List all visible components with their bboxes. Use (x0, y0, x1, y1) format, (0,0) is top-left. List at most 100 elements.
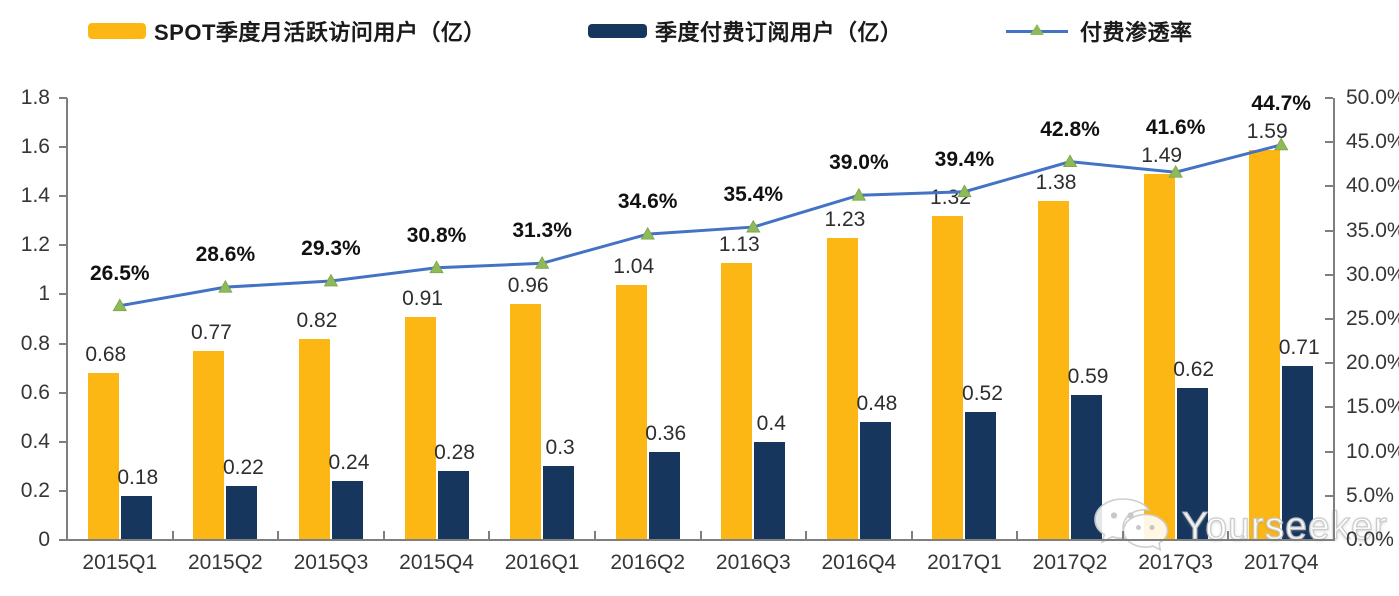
y-axis-right-tick-label: 30.0% (1346, 262, 1399, 286)
bar-mau (87, 373, 119, 540)
bar-label-subscribers: 0.59 (1067, 365, 1109, 389)
penetration-point-label: 42.8% (1040, 117, 1100, 141)
bar-label-subscribers: 0.28 (434, 441, 475, 465)
bar-subscribers (859, 422, 891, 540)
x-axis-tick (488, 531, 491, 539)
bar-mau (1143, 174, 1175, 540)
y-axis-left-tick (59, 195, 67, 198)
y-axis-right-tick-label: 35.0% (1346, 218, 1399, 242)
penetration-point-label: 28.6% (195, 243, 256, 267)
y-axis-right-tick (1325, 273, 1333, 276)
x-axis-tick (382, 531, 385, 539)
penetration-marker-icon (429, 260, 444, 274)
penetration-line (119, 143, 1282, 308)
penetration-legend-line-icon (1006, 24, 1068, 38)
x-axis-category-label: 2016Q2 (610, 551, 686, 574)
bar-label-mau: 0.96 (507, 274, 549, 298)
penetration-point-label: 31.3% (512, 219, 572, 243)
x-axis-tick (1227, 531, 1230, 539)
y-axis-left (66, 98, 68, 540)
mau-legend-label: SPOT季度月活跃访问用户（亿） (154, 20, 486, 45)
y-axis-right-tick (1325, 229, 1333, 232)
y-axis-right-tick-label: 50.0% (1346, 86, 1399, 109)
y-axis-left-tick (59, 342, 67, 345)
penetration-point-label: 41.6% (1145, 116, 1206, 140)
y-axis-right-tick (1325, 97, 1333, 99)
bar-label-mau: 1.13 (718, 232, 760, 256)
y-axis-left-tick-label: 0.6 (20, 380, 50, 404)
bar-subscribers (754, 441, 786, 540)
y-axis-left-tick (59, 391, 67, 394)
bar-label-subscribers: 0.62 (1173, 357, 1215, 381)
x-axis (66, 539, 1335, 541)
x-axis-category-label: 2016Q1 (504, 551, 580, 574)
bar-label-mau: 1.49 (1141, 144, 1183, 168)
penetration-point-label: 35.4% (723, 183, 784, 207)
penetration-legend-marker-icon (1030, 24, 1044, 35)
y-axis-left-tick (59, 539, 67, 541)
bar-subscribers (543, 466, 575, 540)
y-axis-left-tick-label: 1 (38, 282, 50, 306)
bar-mau (193, 350, 225, 540)
y-axis-right-tick (1325, 318, 1333, 320)
bar-label-mau: 0.77 (190, 320, 232, 344)
y-axis-left-tick (59, 440, 67, 443)
bar-mau (615, 284, 647, 540)
penetration-line-series (112, 137, 1289, 312)
x-axis-category-label: 2015Q4 (399, 551, 474, 574)
bar-subscribers (1282, 365, 1314, 540)
penetration-point-label: 29.3% (301, 237, 361, 260)
bar-label-mau: 0.91 (402, 286, 443, 310)
penetration-point-label: 39.4% (934, 147, 995, 171)
bar-label-subscribers: 0.3 (545, 436, 575, 460)
penetration-marker-icon (1274, 137, 1289, 151)
y-axis-left-tick-label: 1.2 (20, 233, 50, 257)
bar-label-subscribers: 0.4 (756, 411, 786, 435)
watermark: Yourseeker (1092, 496, 1388, 558)
penetration-marker-icon (1062, 154, 1078, 168)
penetration-marker-icon (112, 298, 127, 312)
penetration-marker-icon (640, 226, 655, 240)
bar-mau (1038, 201, 1070, 540)
bar-subscribers (331, 481, 363, 540)
bar-label-subscribers: 0.36 (645, 421, 687, 445)
y-axis-right-tick (1325, 450, 1333, 453)
bar-mau (510, 304, 542, 540)
y-axis-right-tick (1325, 141, 1333, 144)
penetration-marker-icon (1168, 164, 1183, 178)
bar-subscribers (226, 485, 258, 540)
y-axis-left-tick (59, 293, 67, 296)
bar-label-mau: 1.23 (824, 207, 866, 231)
x-axis-category-label: 2015Q3 (293, 551, 369, 574)
bar-subscribers (1176, 387, 1208, 540)
penetration-marker-icon (218, 279, 233, 293)
y-axis-right-tick (1325, 539, 1333, 541)
x-axis-tick (910, 531, 913, 539)
bar-subscribers (648, 451, 680, 540)
bar-label-subscribers: 0.48 (856, 392, 898, 416)
penetration-point-label: 39.0% (829, 151, 889, 175)
x-axis-category-label: 2015Q2 (188, 551, 263, 574)
bar-label-mau: 1.04 (613, 254, 655, 278)
x-axis-tick (593, 531, 596, 539)
x-axis-tick (171, 531, 174, 539)
y-axis-right-tick-label: 10.0% (1346, 439, 1399, 463)
x-axis-tick (277, 531, 280, 539)
y-axis-left-tick-label: 1.6 (20, 135, 50, 159)
y-axis-right-tick-label: 25.0% (1346, 307, 1399, 330)
subscribers-legend-label: 季度付费订阅用户（亿） (655, 20, 903, 45)
x-axis-category-label: 2016Q3 (715, 551, 791, 574)
penetration-legend-label: 付费渗透率 (1080, 20, 1193, 45)
legend-item-penetration: 付费渗透率 (1006, 17, 1193, 45)
bar-subscribers (120, 495, 152, 540)
x-axis-category-label: 2016Q4 (821, 551, 897, 574)
penetration-point-label: 44.7% (1251, 91, 1311, 115)
subscribers-legend-swatch-icon (588, 24, 647, 38)
y-axis-right-tick (1325, 494, 1333, 497)
plot-area: 0.68 0.18 26.5% 0.77 0.22 28.6% 0.82 0.24 29.3% 0… (67, 92, 1334, 540)
x-axis-tick (1121, 531, 1124, 539)
bar-mau (932, 215, 964, 540)
bar-label-mau: 0.82 (296, 308, 338, 332)
y-axis-left-tick (59, 146, 67, 149)
